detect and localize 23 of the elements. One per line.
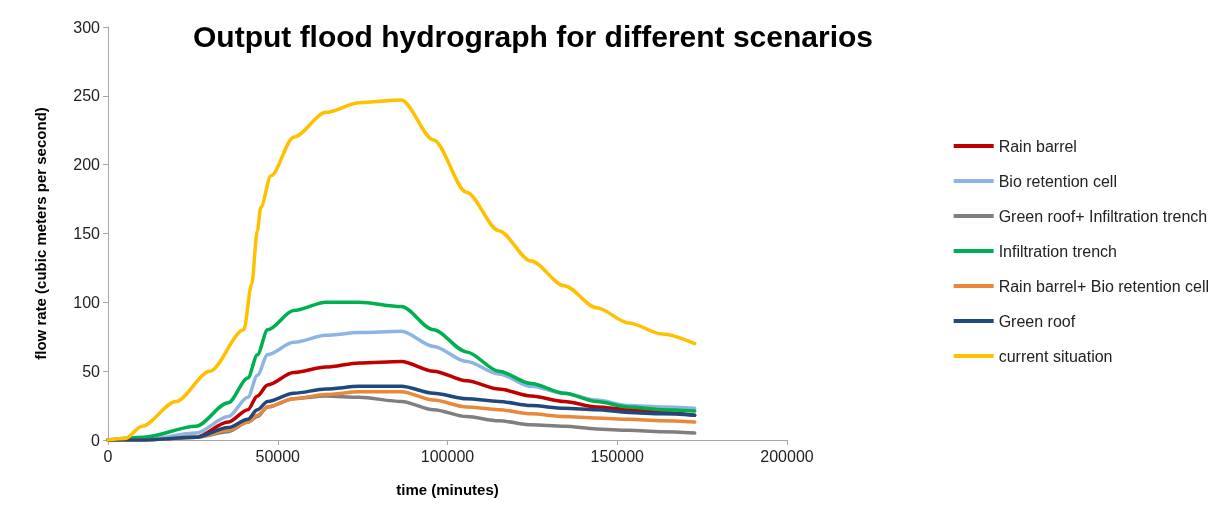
- x-axis-title: time (minutes): [396, 481, 499, 498]
- chart-title: Output flood hydrograph for different scenarios: [193, 19, 874, 53]
- y-tick-label: 300: [73, 18, 101, 36]
- legend-label: Rain barrel: [998, 137, 1077, 155]
- legend-label: current situation: [998, 347, 1113, 365]
- x-tick-label: 0: [103, 447, 113, 465]
- y-tick-label: 0: [91, 431, 101, 449]
- legend-label: Infiltration trench: [998, 242, 1117, 260]
- y-tick-label: 150: [73, 225, 101, 242]
- legend-label: Rain barrel+ Bio retention cell: [998, 277, 1210, 295]
- legend-label: Green roof+ Infiltration trench: [998, 207, 1208, 225]
- x-tick-label: 200000: [760, 447, 814, 465]
- y-axis-title: flow rate (cubic meters per second): [32, 107, 49, 360]
- legend-label: Green roof: [998, 312, 1076, 330]
- x-tick-label: 150000: [590, 447, 645, 465]
- line-series: [106, 98, 697, 442]
- y-tick-label: 50: [82, 362, 101, 380]
- x-tick-label: 100000: [420, 447, 475, 465]
- y-tick-label: 250: [73, 87, 101, 105]
- legend-label: Bio retention cell: [998, 172, 1117, 190]
- y-tick-label: 100: [73, 293, 101, 311]
- x-tick-label: 50000: [255, 447, 301, 465]
- y-tick-label: 200: [73, 156, 101, 174]
